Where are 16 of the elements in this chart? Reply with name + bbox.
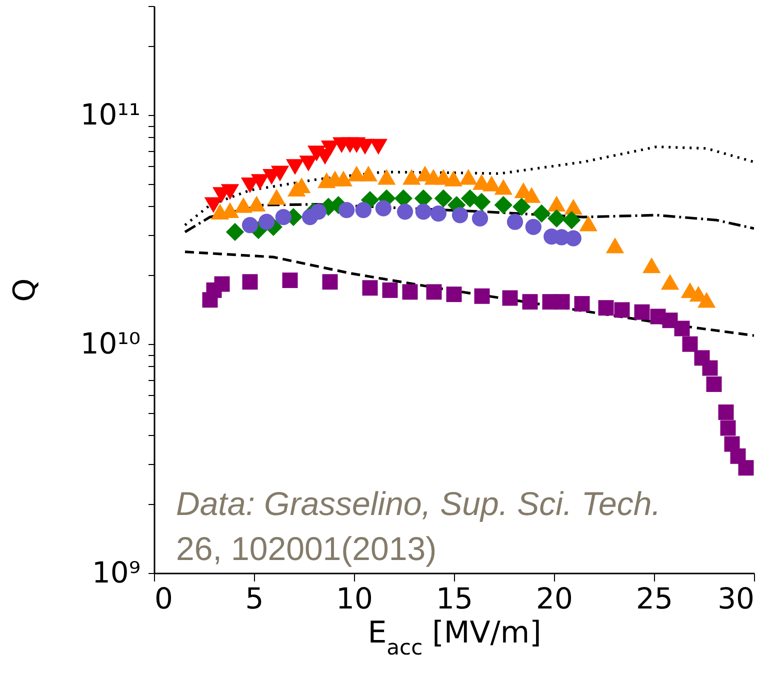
x-tick-label: 10 <box>336 582 373 616</box>
y-tick-label: 10¹¹ <box>80 98 140 132</box>
annotation: Data: Grasselino, Sup. Sci. Tech. <box>176 485 661 522</box>
y-tick-label: 10¹⁰ <box>80 326 140 361</box>
x-tick-label: 0 <box>154 582 173 616</box>
annotation: 26, 102001(2013) <box>176 530 437 567</box>
y-tick-label: 10⁹ <box>92 556 140 590</box>
line-series <box>184 250 754 337</box>
x-tick-label: 25 <box>636 582 673 616</box>
x-tick-label: 5 <box>245 582 264 616</box>
x-tick-label: 15 <box>436 582 473 616</box>
x-tick-label: 20 <box>536 582 573 616</box>
y-axis-title: Q <box>7 278 42 302</box>
line-series <box>184 145 754 226</box>
x-tick-label: 30 <box>718 582 754 616</box>
x-axis-title: E$_{acc}$ [MV/m] <box>368 616 542 660</box>
